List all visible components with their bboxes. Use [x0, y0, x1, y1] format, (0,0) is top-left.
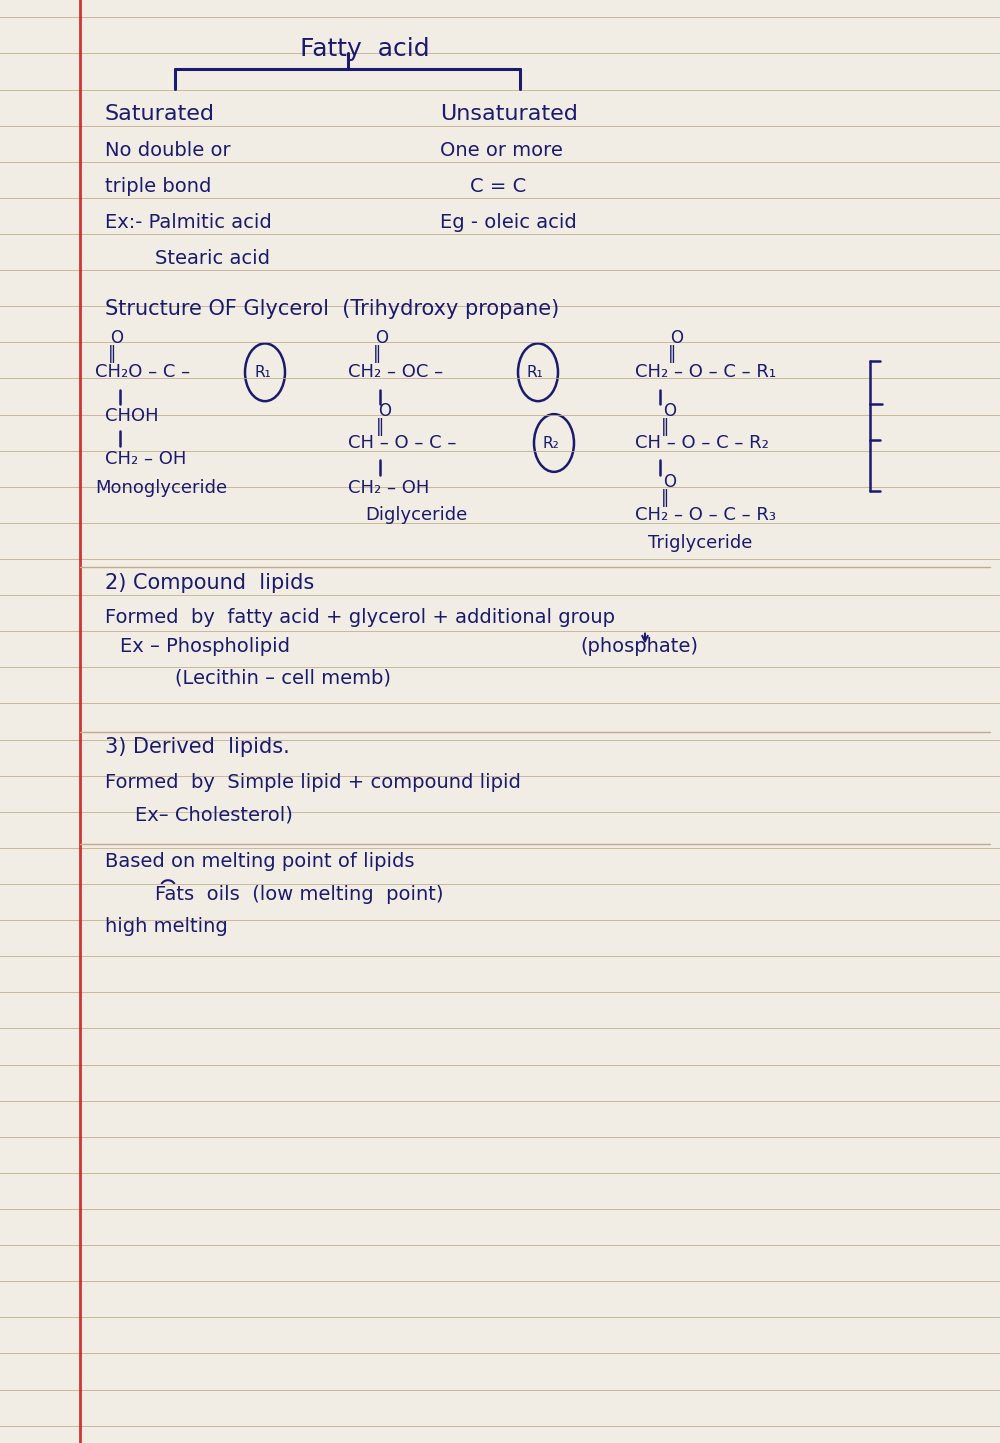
Text: 2) Compound  lipids: 2) Compound lipids [105, 573, 314, 593]
Text: O: O [375, 329, 388, 346]
Text: R₂: R₂ [543, 436, 560, 450]
Text: Triglyceride: Triglyceride [648, 534, 752, 551]
Text: Stearic acid: Stearic acid [155, 248, 270, 268]
Text: Structure OF Glycerol  (Trihydroxy propane): Structure OF Glycerol (Trihydroxy propan… [105, 299, 559, 319]
Text: O: O [663, 403, 676, 420]
Text: 3) Derived  lipids.: 3) Derived lipids. [105, 737, 290, 758]
Text: high melting: high melting [105, 916, 228, 937]
Text: CH₂O – C –: CH₂O – C – [95, 364, 190, 381]
Text: R₁: R₁ [527, 365, 544, 380]
Text: O: O [110, 329, 123, 346]
Text: O: O [378, 403, 391, 420]
Text: CH₂ – OH: CH₂ – OH [105, 450, 186, 468]
Text: Ex – Phospholipid: Ex – Phospholipid [120, 636, 290, 657]
Text: ‖: ‖ [661, 489, 669, 506]
Text: Saturated: Saturated [105, 104, 215, 124]
Text: CH₂ – OH: CH₂ – OH [348, 479, 429, 496]
Text: Monoglyceride: Monoglyceride [95, 479, 227, 496]
Text: Ex:- Palmitic acid: Ex:- Palmitic acid [105, 212, 272, 232]
Text: Formed  by  Simple lipid + compound lipid: Formed by Simple lipid + compound lipid [105, 772, 521, 792]
Text: CHOH: CHOH [105, 407, 159, 424]
Text: Eg - oleic acid: Eg - oleic acid [440, 212, 577, 232]
Text: (Lecithin – cell memb): (Lecithin – cell memb) [175, 668, 391, 688]
Text: C = C: C = C [470, 176, 526, 196]
Text: Unsaturated: Unsaturated [440, 104, 578, 124]
Text: ‖: ‖ [376, 418, 384, 436]
Text: R₁: R₁ [254, 365, 271, 380]
Text: O: O [670, 329, 683, 346]
Text: ‖: ‖ [661, 418, 669, 436]
Text: ‖: ‖ [668, 345, 676, 362]
Text: (phosphate): (phosphate) [580, 636, 698, 657]
Text: CH – O – C –: CH – O – C – [348, 434, 456, 452]
Text: O: O [663, 473, 676, 491]
Text: Based on melting point of lipids: Based on melting point of lipids [105, 851, 415, 872]
Text: No double or: No double or [105, 140, 231, 160]
Text: Ex– Cholesterol): Ex– Cholesterol) [135, 805, 293, 825]
Text: CH₂ – O – C – R₁: CH₂ – O – C – R₁ [635, 364, 776, 381]
Text: Diglyceride: Diglyceride [365, 506, 467, 524]
Text: ‖: ‖ [108, 345, 116, 362]
Text: ‖: ‖ [373, 345, 381, 362]
Text: triple bond: triple bond [105, 176, 211, 196]
Text: Fats  oils  (low melting  point): Fats oils (low melting point) [155, 885, 444, 905]
Text: CH₂ – OC –: CH₂ – OC – [348, 364, 443, 381]
Text: One or more: One or more [440, 140, 563, 160]
Text: Formed  by  fatty acid + glycerol + additional group: Formed by fatty acid + glycerol + additi… [105, 608, 615, 628]
Text: CH – O – C – R₂: CH – O – C – R₂ [635, 434, 769, 452]
Text: Fatty  acid: Fatty acid [300, 38, 430, 61]
Text: CH₂ – O – C – R₃: CH₂ – O – C – R₃ [635, 506, 776, 524]
